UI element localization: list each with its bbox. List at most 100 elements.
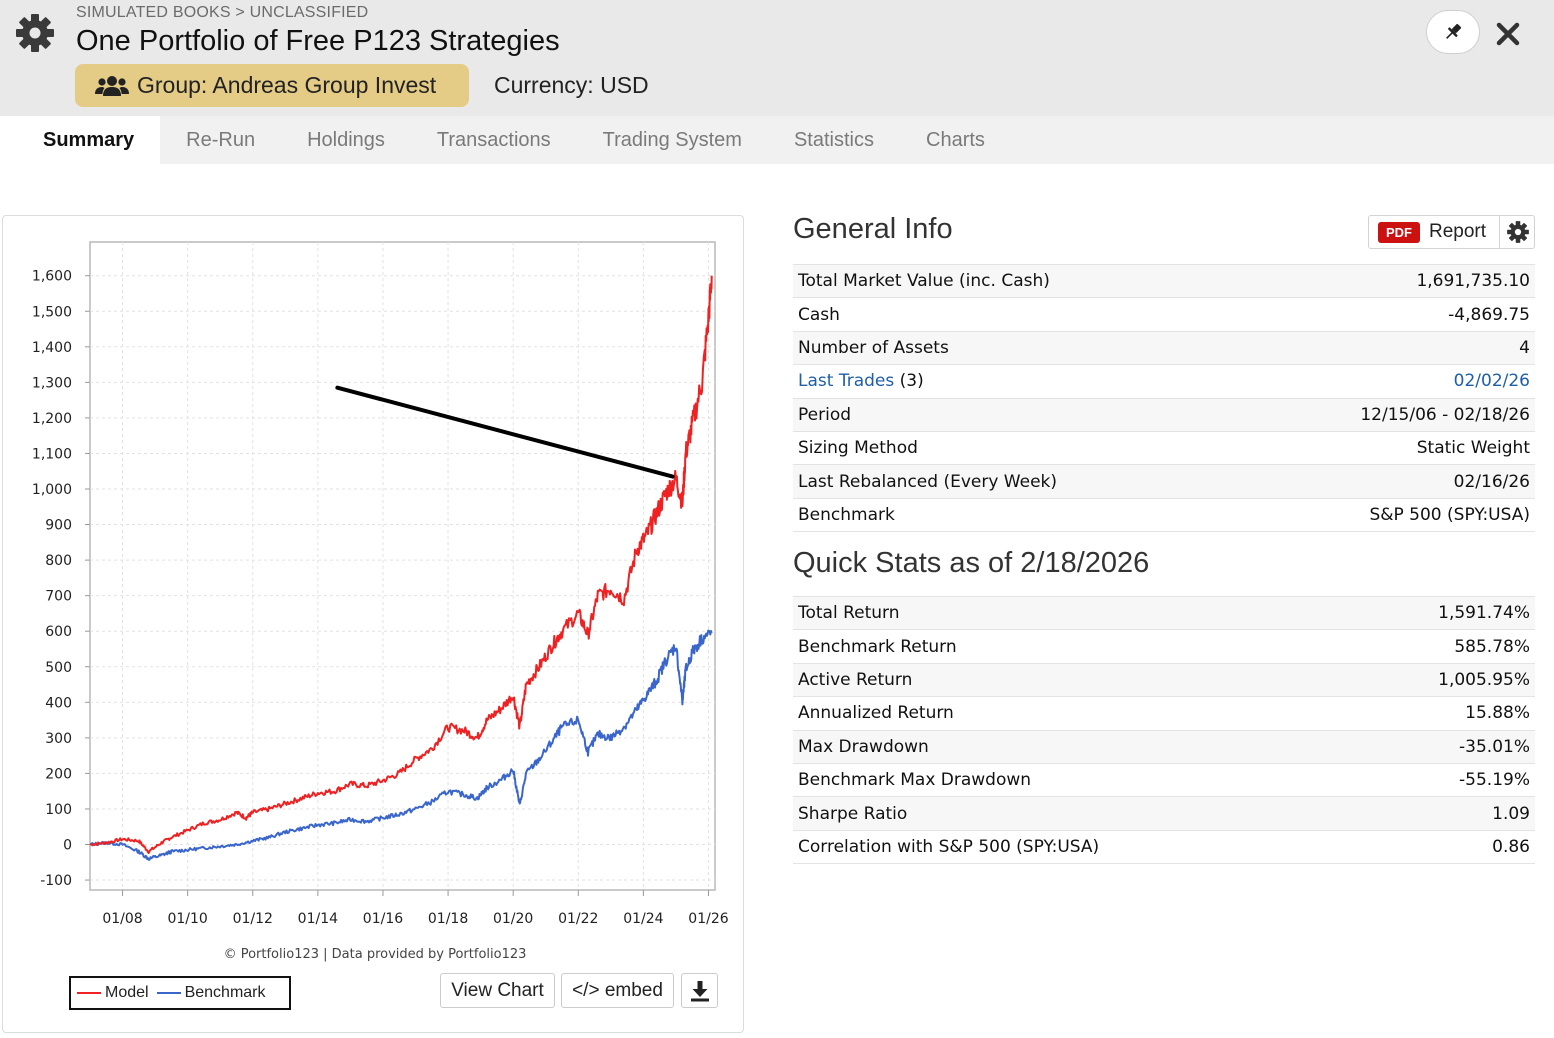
series-line-benchmark [89, 629, 713, 861]
plot-area [89, 241, 716, 891]
row-value: 1,005.95% [1438, 669, 1530, 690]
report-settings-icon[interactable] [1506, 220, 1530, 244]
x-tick-label: 01/18 [428, 911, 468, 927]
tab-summary[interactable]: Summary [17, 116, 161, 164]
row-label: Benchmark Max Drawdown [798, 770, 1032, 791]
row-label: Annualized Return [798, 703, 954, 724]
table-row: Benchmark Max Drawdown -55.19% [793, 763, 1535, 796]
table-row: Last Rebalanced (Every Week) 02/16/26 [793, 464, 1535, 499]
row-label: Number of Assets [798, 337, 949, 358]
x-tick-label: 01/16 [363, 911, 403, 927]
x-tick-label: 01/12 [233, 911, 273, 927]
y-tick-label: 600 [45, 624, 72, 640]
x-tick-label: 01/26 [688, 911, 728, 927]
last-trades-cell: Last Trades (3) [793, 365, 1238, 398]
legend-swatch-model [77, 992, 101, 994]
pin-icon [1446, 23, 1462, 39]
y-tick-label: 1,500 [32, 304, 72, 320]
tab-holdings[interactable]: Holdings [307, 128, 385, 151]
y-tick-label: 0 [63, 838, 72, 854]
table-row: Benchmark Return 585.78% [793, 629, 1535, 663]
close-button[interactable] [1490, 16, 1526, 52]
row-label: Sizing Method [798, 438, 918, 459]
table-row: Period 12/15/06 - 02/18/26 [793, 398, 1535, 432]
row-label: Benchmark [798, 504, 895, 525]
row-value: 12/15/06 - 02/18/26 [1360, 404, 1530, 425]
y-tick-label: 300 [45, 731, 72, 747]
embed-button[interactable]: </> embed [561, 973, 674, 1008]
chart-legend: Model Benchmark [69, 976, 291, 1010]
row-value: -55.19% [1459, 770, 1530, 791]
y-tick-label: 1,200 [32, 411, 72, 427]
legend-label-benchmark: Benchmark [184, 984, 266, 1001]
y-tick-label: 1,100 [32, 446, 72, 462]
chart-credit: © Portfolio123 | Data provided by Portfo… [224, 947, 527, 962]
view-chart-button[interactable]: View Chart [440, 973, 555, 1008]
performance-chart[interactable]: 1,600 1,500 1,400 1,300 1,200 1,100 1,000 900 80… [3, 216, 743, 971]
row-value: 585.78% [1454, 636, 1530, 657]
x-tick-label: 01/14 [298, 911, 338, 927]
currency-label: Currency: USD [494, 72, 649, 98]
x-tick-label: 01/22 [558, 911, 598, 927]
y-tick-label: 800 [45, 553, 72, 569]
tab-charts[interactable]: Charts [926, 128, 985, 151]
x-tick-label: 01/08 [102, 911, 142, 927]
row-value: 15.88% [1465, 703, 1530, 724]
tab-transactions[interactable]: Transactions [436, 128, 551, 151]
y-tick-label: 1,600 [32, 269, 72, 285]
row-value: 4 [1519, 337, 1530, 358]
report-button[interactable]: PDF Report [1368, 215, 1535, 249]
breadcrumb[interactable]: SIMULATED BOOKS > UNCLASSIFIED [76, 4, 369, 21]
table-row: Benchmark S&P 500 (SPY:USA) [793, 498, 1535, 532]
chart-grid [90, 242, 715, 890]
row-value: Static Weight [1416, 438, 1530, 459]
y-tick-label: -100 [40, 873, 72, 889]
legend-item-model[interactable]: Model [77, 984, 149, 1002]
annotation-arrow-line [335, 385, 675, 479]
last-trades-date-link[interactable]: 02/02/26 [1453, 371, 1530, 392]
tab-re-run[interactable]: Re-Run [186, 128, 256, 151]
x-tick-label: 01/24 [623, 911, 663, 927]
legend-item-benchmark[interactable]: Benchmark [156, 984, 266, 1002]
gear-icon[interactable] [14, 12, 56, 54]
row-label: Total Return [798, 603, 900, 624]
y-tick-label: 900 [45, 518, 72, 534]
table-row: Number of Assets 4 [793, 331, 1535, 365]
legend-label-model: Model [105, 984, 149, 1001]
report-divider [1499, 216, 1500, 248]
x-axis-ticks: 01/08 01/10 01/12 01/14 01/16 01/18 01/20 01/22… [102, 890, 729, 927]
quick-stats-table: Total Return 1,591.74% Benchmark Return … [793, 596, 1535, 864]
tab-bar: Summary Re-Run Holdings Transactions Tra… [17, 116, 1554, 164]
row-label: Last Rebalanced (Every Week) [798, 471, 1058, 492]
chart-annotations [335, 385, 675, 479]
x-tick-label: 01/10 [167, 911, 207, 927]
x-tick-label: 01/20 [493, 911, 533, 927]
row-label: Total Market Value (inc. Cash) [798, 271, 1050, 292]
row-label: Correlation with S&P 500 (SPY:USA) [798, 836, 1100, 857]
close-icon [1496, 22, 1520, 46]
y-axis-ticks: 1,600 1,500 1,400 1,300 1,200 1,100 1,000 900 80… [32, 269, 90, 889]
table-row: Sizing Method Static Weight [793, 431, 1535, 464]
y-tick-label: 400 [45, 695, 72, 711]
row-value: 1,591.74% [1438, 603, 1530, 624]
last-trades-link[interactable]: Last Trades [798, 371, 895, 392]
row-label: Max Drawdown [798, 736, 929, 757]
y-tick-label: 700 [45, 589, 72, 605]
download-button[interactable] [681, 973, 718, 1008]
row-value: -4,869.75 [1448, 304, 1530, 325]
group-badge[interactable]: Group: Andreas Group Invest [75, 64, 469, 107]
quick-stats-title: Quick Stats as of 2/18/2026 [793, 547, 1150, 579]
row-value: 1,691,735.10 [1416, 271, 1530, 292]
tab-statistics[interactable]: Statistics [793, 128, 874, 151]
table-row: Sharpe Ratio 1.09 [793, 796, 1535, 831]
row-label: Cash [798, 304, 840, 325]
group-label: Group: Andreas Group Invest [137, 72, 437, 98]
pin-button[interactable] [1426, 10, 1480, 54]
row-value: -35.01% [1459, 736, 1530, 757]
y-tick-label: 200 [45, 766, 72, 782]
tab-trading-system[interactable]: Trading System [602, 128, 742, 151]
y-tick-label: 1,000 [32, 482, 72, 498]
pdf-icon: PDF [1378, 221, 1420, 243]
y-tick-label: 1,300 [32, 375, 72, 391]
row-value: S&P 500 (SPY:USA) [1369, 504, 1530, 525]
